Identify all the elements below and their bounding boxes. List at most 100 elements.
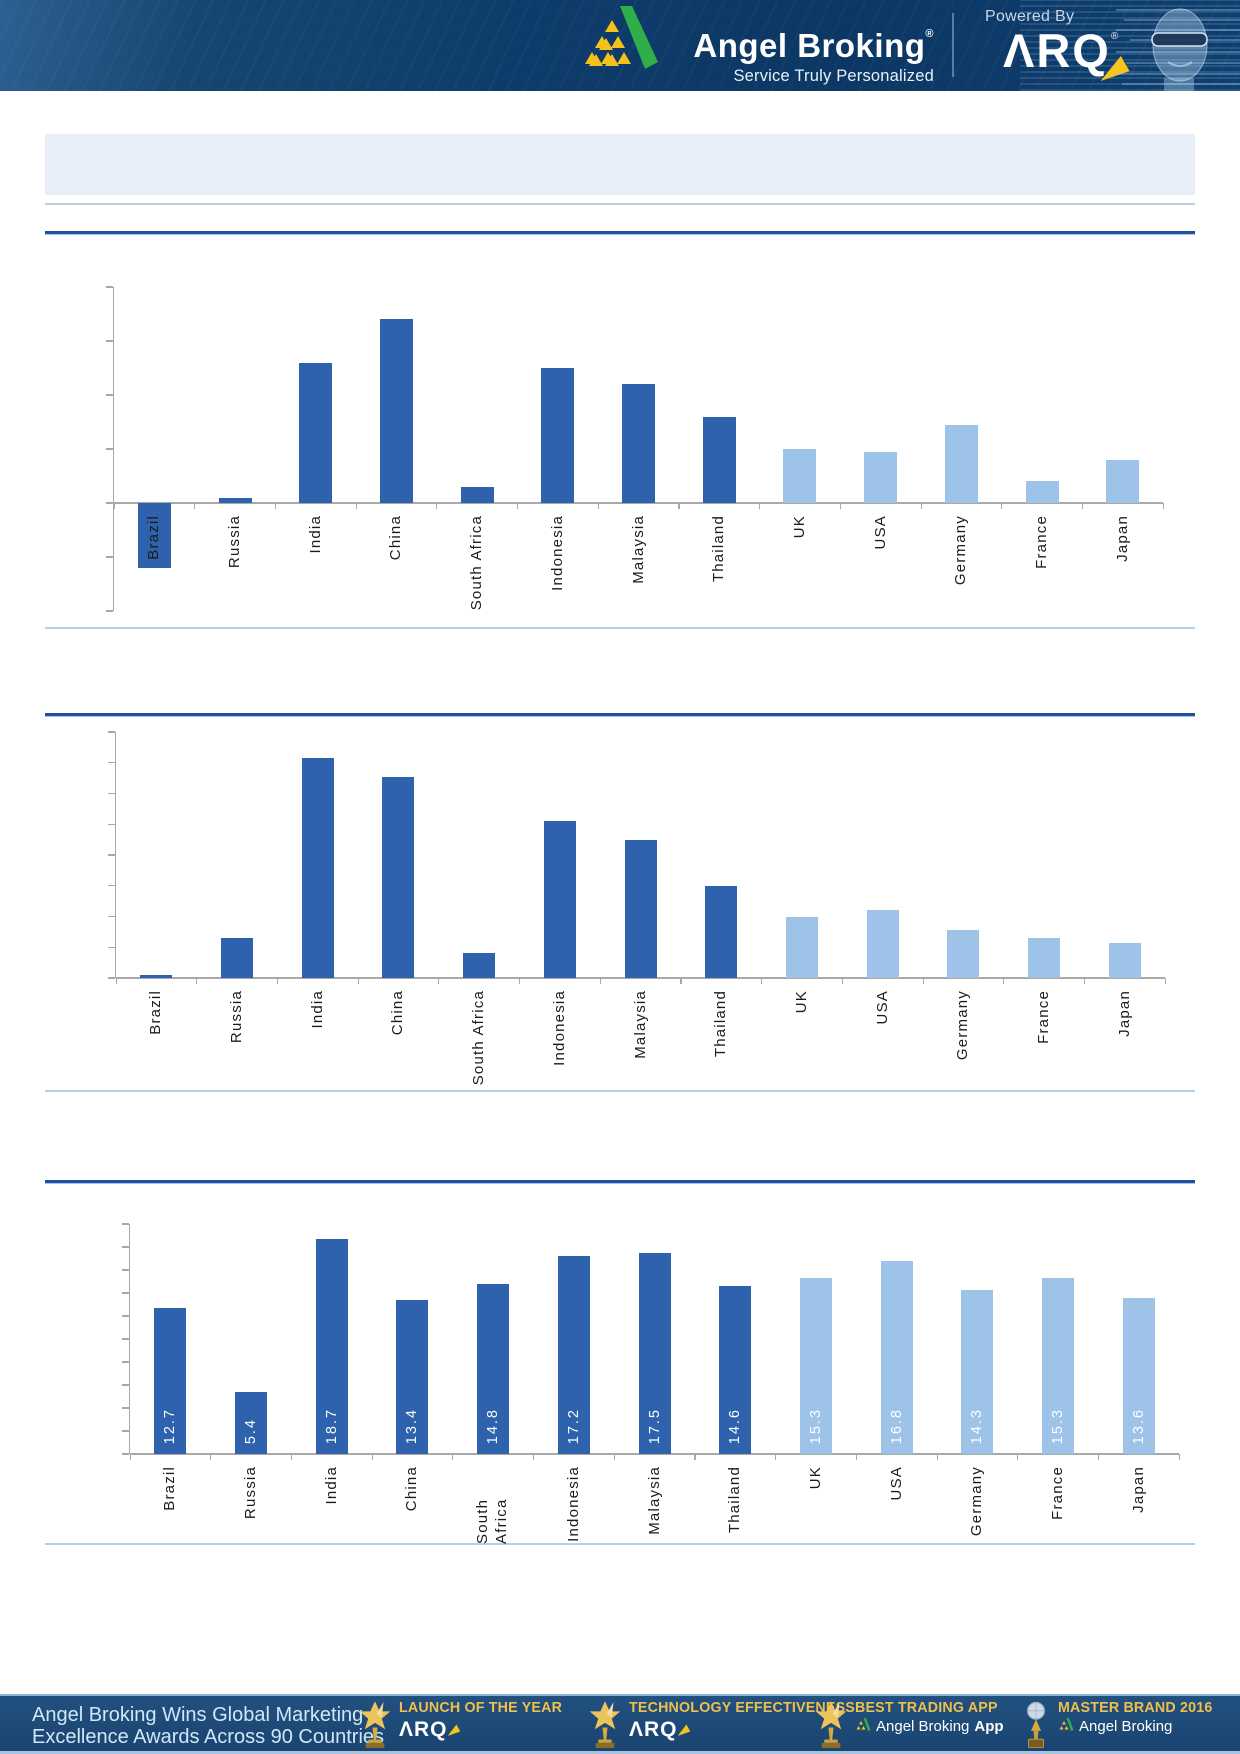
x-axis-tick xyxy=(1162,503,1164,509)
bar-value-label: 15.3 xyxy=(807,1407,824,1444)
award-subtitle: ΛRQ xyxy=(399,1718,571,1742)
y-axis-tick xyxy=(106,394,113,396)
bar-russia xyxy=(235,1391,268,1454)
bar-france xyxy=(1042,1278,1075,1454)
bar-brazil xyxy=(140,974,173,978)
y-axis-tick xyxy=(122,1361,129,1363)
separator-line xyxy=(45,627,1195,629)
category-label-brazil: Brazil xyxy=(147,990,165,1035)
x-axis-tick xyxy=(599,978,601,984)
y-axis-tick xyxy=(122,1453,129,1455)
chart3-title-rule xyxy=(45,1180,1195,1184)
angel-broking-mini-logo-icon xyxy=(1058,1718,1074,1735)
bar-value-label: 13.6 xyxy=(1130,1407,1147,1444)
bar-japan xyxy=(1106,459,1140,503)
x-axis-tick xyxy=(113,503,115,509)
award-subtitle-text: ΛRQ xyxy=(629,1718,678,1741)
x-axis-tick xyxy=(613,1454,615,1460)
x-axis-tick xyxy=(775,1454,777,1460)
bar-south-africa xyxy=(477,1283,510,1454)
bar-china xyxy=(382,776,415,978)
y-axis-tick xyxy=(122,1246,129,1248)
x-axis-tick xyxy=(210,1454,212,1460)
bar-value-label: 17.2 xyxy=(565,1407,582,1444)
chart2-title-rule xyxy=(45,713,1195,717)
category-label-russia: Russia xyxy=(226,515,244,569)
y-axis-tick xyxy=(122,1292,129,1294)
bar-thailand xyxy=(705,885,738,978)
category-label-uk: UK xyxy=(792,990,810,1014)
category-label-france: France xyxy=(1049,1466,1067,1520)
bar-thailand xyxy=(702,416,736,503)
bar-indonesia xyxy=(543,821,576,978)
award-title: TECHNOLOGY EFFECTIVENESS xyxy=(629,1699,855,1716)
x-axis-tick xyxy=(680,978,682,984)
x-axis-tick xyxy=(290,1454,293,1460)
bar-germany xyxy=(944,424,978,503)
x-axis-tick xyxy=(196,978,198,984)
x-axis-tick xyxy=(452,1454,454,1460)
bar-value-label: 12.7 xyxy=(162,1407,179,1444)
globe-trophy-icon xyxy=(1021,1699,1051,1754)
category-label-indonesia: Indonesia xyxy=(550,990,568,1066)
arq-bolt-icon xyxy=(676,1724,690,1736)
y-axis-tick xyxy=(108,915,115,918)
bar-thailand xyxy=(719,1286,752,1454)
category-label-germany: Germany xyxy=(952,515,970,586)
bar-brazil xyxy=(137,503,171,568)
x-axis-tick xyxy=(1097,1454,1100,1460)
x-axis-tick xyxy=(1083,978,1086,984)
award-item: TECHNOLOGY EFFECTIVENESS ΛRQ xyxy=(588,1699,867,1754)
x-axis-tick xyxy=(920,503,922,509)
category-label-china: China xyxy=(389,990,407,1036)
category-label-china: China xyxy=(403,1466,421,1512)
chart1-title-rule xyxy=(45,231,1195,235)
y-axis-tick xyxy=(106,556,113,558)
category-label-usa: USA xyxy=(871,515,889,550)
award-text: BEST TRADING APP Angel Broking App xyxy=(855,1699,1005,1735)
category-label-indonesia: Indonesia xyxy=(548,515,566,591)
y-axis-tick xyxy=(106,610,113,612)
bar-value-label: 17.5 xyxy=(646,1407,663,1444)
award-subtitle: ΛRQ xyxy=(629,1718,867,1742)
category-label-south-africa: South Africa xyxy=(470,990,488,1086)
y-axis-tick xyxy=(108,946,115,948)
award-subtitle-text: Angel Broking xyxy=(1079,1718,1173,1735)
category-label-indonesia: Indonesia xyxy=(564,1466,582,1542)
x-axis-tick xyxy=(936,1454,938,1460)
category-label-thailand: Thailand xyxy=(726,1466,744,1534)
bar-india xyxy=(301,758,334,978)
bar-usa xyxy=(864,451,898,503)
chart3-y-axis xyxy=(128,1224,130,1454)
chart2-y-axis xyxy=(114,732,116,978)
star-trophy-icon xyxy=(814,1699,848,1754)
brand-block: Angel Broking® Service Truly Personalize… xyxy=(672,16,934,86)
x-axis-tick xyxy=(694,1454,696,1460)
x-axis-tick xyxy=(1164,978,1166,984)
footer-banner: Angel Broking Wins Global Marketing Exce… xyxy=(0,1694,1240,1754)
y-axis-tick xyxy=(108,885,115,887)
category-label-japan: Japan xyxy=(1113,515,1131,562)
category-label-south-africa: South Africa xyxy=(474,1498,511,1544)
x-axis-tick xyxy=(1017,1454,1019,1460)
award-text: MASTER BRAND 2016 Angel Broking xyxy=(1058,1699,1221,1735)
bar-brazil xyxy=(154,1307,187,1454)
ai-head-graphic xyxy=(1116,8,1240,91)
category-label-usa: USA xyxy=(887,1466,905,1501)
y-axis-tick xyxy=(108,854,115,856)
award-subtitle-bold: App xyxy=(974,1718,1004,1735)
bar-malaysia xyxy=(624,839,657,978)
category-label-thailand: Thailand xyxy=(710,515,728,583)
footer-headline: Angel Broking Wins Global Marketing Exce… xyxy=(32,1704,384,1748)
award-item: LAUNCH OF THE YEAR ΛRQ xyxy=(358,1699,571,1754)
x-axis-tick xyxy=(1003,978,1005,984)
award-subtitle-text: ΛRQ xyxy=(399,1718,448,1741)
y-axis-tick xyxy=(108,792,115,795)
x-axis-tick xyxy=(1081,503,1084,509)
bar-indonesia xyxy=(541,368,575,503)
x-axis-tick xyxy=(517,503,519,509)
y-axis-tick xyxy=(108,731,115,733)
y-axis-tick xyxy=(106,448,113,450)
x-axis-tick xyxy=(841,978,843,984)
separator-line xyxy=(45,1090,1195,1092)
